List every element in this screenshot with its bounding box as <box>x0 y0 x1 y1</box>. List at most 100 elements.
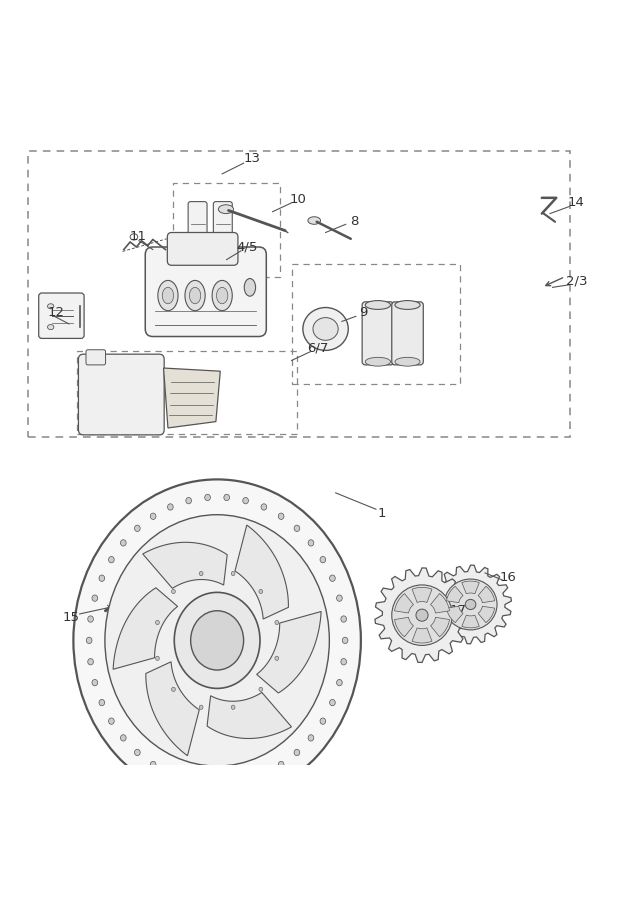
Polygon shape <box>142 543 227 589</box>
Text: 15: 15 <box>62 610 80 624</box>
Polygon shape <box>431 593 450 613</box>
Text: 1: 1 <box>378 507 387 519</box>
Ellipse shape <box>199 572 203 576</box>
Polygon shape <box>446 607 463 623</box>
Polygon shape <box>462 581 480 594</box>
Ellipse shape <box>444 579 497 630</box>
Ellipse shape <box>392 585 452 645</box>
Polygon shape <box>207 692 291 739</box>
Polygon shape <box>430 565 511 644</box>
Ellipse shape <box>329 575 335 581</box>
Text: 6/7: 6/7 <box>307 341 329 355</box>
Ellipse shape <box>308 734 314 741</box>
Polygon shape <box>146 662 199 756</box>
Ellipse shape <box>167 770 173 777</box>
Polygon shape <box>412 628 432 643</box>
Ellipse shape <box>109 718 114 724</box>
Ellipse shape <box>105 515 329 766</box>
Ellipse shape <box>92 595 98 601</box>
Ellipse shape <box>244 278 256 296</box>
Ellipse shape <box>395 301 420 310</box>
Ellipse shape <box>172 590 176 594</box>
Ellipse shape <box>216 287 228 303</box>
Ellipse shape <box>48 325 54 329</box>
Polygon shape <box>394 617 413 637</box>
Ellipse shape <box>275 620 279 625</box>
Polygon shape <box>478 586 495 603</box>
Ellipse shape <box>186 777 191 783</box>
Polygon shape <box>431 617 450 637</box>
Ellipse shape <box>336 595 342 601</box>
Bar <box>28 150 570 437</box>
Ellipse shape <box>466 599 476 609</box>
Text: 17: 17 <box>450 604 466 617</box>
Ellipse shape <box>341 659 347 665</box>
FancyBboxPatch shape <box>86 350 106 365</box>
Ellipse shape <box>99 575 105 581</box>
Ellipse shape <box>174 592 260 688</box>
Ellipse shape <box>172 688 176 691</box>
Ellipse shape <box>185 281 205 310</box>
FancyBboxPatch shape <box>39 293 84 338</box>
FancyBboxPatch shape <box>392 302 424 364</box>
Polygon shape <box>394 593 413 613</box>
Ellipse shape <box>88 659 93 665</box>
Ellipse shape <box>158 281 178 310</box>
Ellipse shape <box>261 504 266 510</box>
Ellipse shape <box>395 357 420 366</box>
Ellipse shape <box>224 494 230 500</box>
Ellipse shape <box>313 318 338 340</box>
Text: 8: 8 <box>350 215 359 229</box>
Ellipse shape <box>308 217 321 224</box>
Ellipse shape <box>243 777 249 783</box>
Text: 10: 10 <box>289 193 307 205</box>
Bar <box>291 264 460 383</box>
Polygon shape <box>257 611 321 693</box>
Polygon shape <box>113 588 177 670</box>
Text: 12: 12 <box>48 306 65 319</box>
Ellipse shape <box>259 590 263 594</box>
Ellipse shape <box>48 303 54 309</box>
Text: 9: 9 <box>359 306 368 319</box>
Text: 4/5: 4/5 <box>237 240 258 254</box>
Ellipse shape <box>279 761 284 768</box>
Ellipse shape <box>308 540 314 546</box>
Ellipse shape <box>365 357 391 366</box>
Polygon shape <box>235 525 288 619</box>
Ellipse shape <box>243 498 249 504</box>
Ellipse shape <box>199 705 203 709</box>
Bar <box>77 351 296 434</box>
Ellipse shape <box>341 616 347 622</box>
Ellipse shape <box>88 616 93 622</box>
FancyBboxPatch shape <box>213 202 232 238</box>
Text: 2/3: 2/3 <box>566 274 587 287</box>
Ellipse shape <box>416 609 428 621</box>
FancyBboxPatch shape <box>188 202 207 238</box>
Ellipse shape <box>150 513 156 519</box>
Ellipse shape <box>294 526 300 532</box>
Ellipse shape <box>120 540 126 546</box>
Ellipse shape <box>99 699 105 706</box>
FancyBboxPatch shape <box>78 355 164 435</box>
Ellipse shape <box>259 688 263 691</box>
Ellipse shape <box>336 680 342 686</box>
Ellipse shape <box>134 750 140 756</box>
Ellipse shape <box>100 607 111 615</box>
Polygon shape <box>478 607 495 623</box>
Ellipse shape <box>294 750 300 756</box>
Ellipse shape <box>205 780 211 787</box>
Ellipse shape <box>120 734 126 741</box>
Ellipse shape <box>150 761 156 768</box>
Ellipse shape <box>303 308 349 350</box>
Ellipse shape <box>320 718 326 724</box>
FancyBboxPatch shape <box>362 302 394 364</box>
Ellipse shape <box>232 572 235 576</box>
Text: 13: 13 <box>244 152 260 166</box>
Bar <box>173 184 280 276</box>
Text: 11: 11 <box>130 230 147 243</box>
Ellipse shape <box>320 556 326 562</box>
Ellipse shape <box>205 494 211 500</box>
Polygon shape <box>375 568 469 662</box>
Ellipse shape <box>86 637 92 643</box>
Ellipse shape <box>191 611 244 670</box>
